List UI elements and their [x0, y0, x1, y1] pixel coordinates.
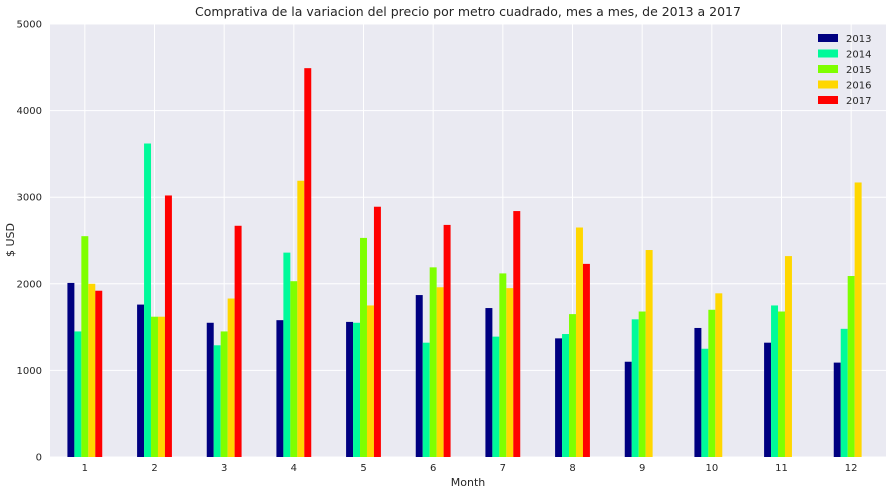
y-tick-labels: 0 1000 2000 3000 4000 5000	[17, 20, 42, 464]
bar-2016-10	[715, 293, 723, 457]
x-tick-label: 5	[360, 463, 366, 474]
bar-2017-3	[234, 225, 242, 457]
bar-2016-8	[575, 227, 583, 457]
bar-2014-1	[74, 331, 82, 457]
legend: 2013 2014 2015 2016 2017	[818, 34, 871, 107]
legend-swatch	[818, 65, 838, 73]
x-tick-label: 1	[82, 463, 88, 474]
x-tick-label: 9	[639, 463, 645, 474]
bar-2016-5	[366, 305, 374, 457]
x-tick-label: 7	[500, 463, 506, 474]
bar-2016-12	[854, 182, 862, 457]
bar-2013-1	[67, 282, 75, 457]
bar-2017-1	[95, 290, 103, 457]
bar-2014-7	[492, 336, 500, 457]
x-tick-label: 10	[705, 463, 718, 474]
bar-2014-11	[771, 305, 779, 457]
bar-2013-6	[415, 295, 423, 457]
y-axis-label: $ USD	[4, 223, 17, 257]
bars	[67, 68, 862, 457]
bar-2013-10	[694, 327, 702, 457]
bar-2016-6	[436, 287, 444, 457]
bar-2015-10	[708, 309, 716, 457]
bar-2014-8	[562, 334, 570, 457]
bar-2015-5	[360, 237, 367, 457]
legend-label: 2017	[846, 96, 871, 107]
bar-2014-6	[422, 342, 430, 457]
bar-2016-9	[645, 250, 653, 457]
bar-2013-9	[624, 361, 632, 457]
bar-2014-4	[283, 252, 291, 457]
y-tick-label: 3000	[17, 193, 42, 204]
bar-2013-11	[764, 342, 772, 457]
x-tick-label: 12	[845, 463, 858, 474]
bar-2015-1	[81, 236, 89, 457]
x-tick-labels: 1 2 3 4 5 6 7 8 9 10 11 12	[82, 463, 858, 474]
legend-label: 2015	[846, 65, 871, 76]
x-tick-label: 11	[775, 463, 788, 474]
legend-label: 2013	[846, 34, 871, 45]
bar-2017-8	[582, 263, 590, 457]
bar-2016-7	[506, 288, 514, 457]
x-tick-label: 8	[569, 463, 575, 474]
bar-2013-7	[485, 308, 493, 457]
bar-2015-4	[290, 281, 298, 457]
bar-2017-2	[164, 195, 172, 457]
bar-2016-11	[784, 256, 792, 457]
x-tick-label: 4	[291, 463, 297, 474]
bar-2013-12	[833, 362, 841, 457]
bar-2016-1	[88, 283, 96, 457]
x-tick-label: 2	[151, 463, 157, 474]
y-tick-label: 5000	[17, 20, 42, 31]
y-tick-label: 1000	[17, 366, 42, 377]
bar-2013-2	[137, 304, 145, 457]
bar-2013-8	[555, 338, 563, 457]
bar-2016-4	[297, 180, 305, 457]
bar-2015-8	[569, 314, 576, 457]
legend-swatch	[818, 49, 838, 58]
y-tick-label: 2000	[17, 279, 42, 290]
plot-area	[50, 24, 886, 457]
y-tick-label: 0	[36, 453, 42, 464]
bar-2015-7	[499, 273, 507, 457]
bar-2014-3	[213, 345, 221, 457]
bar-2015-2	[151, 316, 158, 457]
bar-2014-5	[353, 322, 361, 457]
bar-2014-9	[631, 319, 639, 457]
chart-title: Comprativa de la variacion del precio po…	[195, 4, 741, 19]
x-axis-label: Month	[451, 476, 486, 489]
y-tick-label: 4000	[17, 106, 42, 117]
bar-2016-3	[227, 298, 235, 457]
bar-2014-2	[144, 143, 152, 457]
bar-2014-10	[701, 348, 709, 457]
bar-2013-3	[206, 322, 214, 457]
x-tick-label: 6	[430, 463, 436, 474]
bar-2015-9	[638, 311, 646, 457]
bar-2013-5	[346, 321, 354, 457]
bar-2015-6	[429, 267, 437, 457]
bar-2015-12	[847, 276, 855, 457]
legend-label: 2014	[846, 50, 871, 61]
bar-2016-2	[157, 316, 165, 457]
bar-2017-4	[304, 68, 312, 457]
bar-2015-3	[220, 331, 228, 457]
legend-swatch	[818, 96, 838, 104]
x-tick-label: 3	[221, 463, 227, 474]
bar-2015-11	[778, 311, 785, 457]
bar-2013-4	[276, 320, 284, 457]
legend-swatch	[818, 34, 838, 42]
legend-label: 2016	[846, 81, 871, 92]
bar-2014-12	[840, 328, 848, 457]
bar-2017-7	[513, 211, 521, 457]
legend-swatch	[818, 80, 838, 89]
bar-2017-6	[443, 224, 451, 457]
bar-2017-5	[373, 206, 381, 457]
